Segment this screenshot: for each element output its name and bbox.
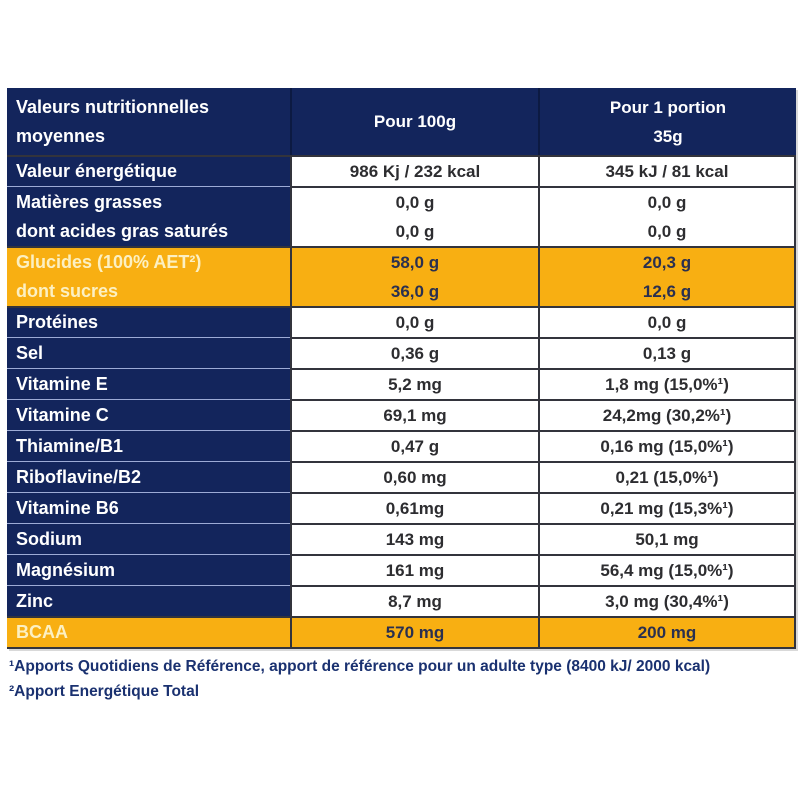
table-row: Valeur énergétique 986 Kj / 232 kcal 345 k… — [7, 155, 796, 186]
per-portion-cell: 200 mg — [538, 616, 796, 647]
per-portion-cell: 0,13 g — [538, 337, 796, 368]
per-100g-cell: 69,1 mg — [290, 399, 538, 430]
per-100g-cell: 0,36 g — [290, 337, 538, 368]
row-label-cell: Glucides (100% AET²) dont sucres — [7, 246, 290, 306]
per-portion-cell: 56,4 mg (15,0%¹) — [538, 554, 796, 585]
per-100g-cell: 58,0 g 36,0 g — [290, 246, 538, 306]
header-label-line2: moyennes — [16, 125, 106, 146]
per-100g-cell: 0,47 g — [290, 430, 538, 461]
header-cell-per-portion: Pour 1 portion 35g — [538, 88, 796, 155]
table-row: Zinc 8,7 mg 3,0 mg (30,4%¹) — [7, 585, 796, 616]
table-row: Riboflavine/B2 0,60 mg 0,21 (15,0%¹) — [7, 461, 796, 492]
row-label-cell: Vitamine B6 — [7, 492, 290, 523]
table-row: Glucides (100% AET²) dont sucres 58,0 g 36,… — [7, 246, 796, 306]
per-portion-cell: 0,0 g 0,0 g — [538, 186, 796, 246]
per-portion-cell: 3,0 mg (30,4%¹) — [538, 585, 796, 616]
table-row: Thiamine/B1 0,47 g 0,16 mg (15,0%¹) — [7, 430, 796, 461]
per-portion-cell: 0,16 mg (15,0%¹) — [538, 430, 796, 461]
per-100g-cell: 0,0 g — [290, 306, 538, 337]
per-100g-cell: 8,7 mg — [290, 585, 538, 616]
row-label-cell: Matières grasses dont acides gras saturés — [7, 186, 290, 246]
per-portion-cell: 20,3 g 12,6 g — [538, 246, 796, 306]
table-row: Magnésium 161 mg 56,4 mg (15,0%¹) — [7, 554, 796, 585]
row-label-cell: BCAA — [7, 616, 290, 647]
row-label-cell: Sel — [7, 337, 290, 368]
row-label-cell: Vitamine C — [7, 399, 290, 430]
table-row: Vitamine B6 0,61mg 0,21 mg (15,3%¹) — [7, 492, 796, 523]
footnote-total-energy: ²Apport Energétique Total — [9, 682, 200, 700]
per-100g-cell: 143 mg — [290, 523, 538, 554]
per-portion-cell: 24,2mg (30,2%¹) — [538, 399, 796, 430]
header-per-100g-label: Pour 100g — [373, 112, 457, 131]
nutrition-table: Valeurs nutritionnelles moyennes Pour 10… — [7, 88, 796, 647]
per-100g-cell: 570 mg — [290, 616, 538, 647]
per-100g-cell: 161 mg — [290, 554, 538, 585]
per-portion-cell: 345 kJ / 81 kcal — [538, 155, 796, 186]
table-row: Protéines 0,0 g 0,0 g — [7, 306, 796, 337]
table-row: Vitamine C 69,1 mg 24,2mg (30,2%¹) — [7, 399, 796, 430]
per-portion-cell: 1,8 mg (15,0%¹) — [538, 368, 796, 399]
per-portion-cell: 0,21 mg (15,3%¹) — [538, 492, 796, 523]
header-row: Valeurs nutritionnelles moyennes Pour 10… — [7, 88, 796, 155]
per-100g-cell: 0,60 mg — [290, 461, 538, 492]
table-row: Sel 0,36 g 0,13 g — [7, 337, 796, 368]
nutrition-table-container: Valeurs nutritionnelles moyennes Pour 10… — [7, 88, 796, 649]
table-row: BCAA 570 mg 200 mg — [7, 616, 796, 647]
table-row: Vitamine E 5,2 mg 1,8 mg (15,0%¹) — [7, 368, 796, 399]
row-label-cell: Magnésium — [7, 554, 290, 585]
header-per-portion-line1: Pour 1 portion — [609, 97, 727, 117]
row-label-cell: Protéines — [7, 306, 290, 337]
header-per-portion-line2: 35g — [653, 126, 683, 146]
nutrition-table-body: Valeur énergétique 986 Kj / 232 kcal 345 k… — [7, 155, 796, 647]
row-label-cell: Zinc — [7, 585, 290, 616]
row-label-cell: Riboflavine/B2 — [7, 461, 290, 492]
row-label-cell: Sodium — [7, 523, 290, 554]
table-row: Matières grasses dont acides gras saturés… — [7, 186, 796, 246]
header-cell-per-100g: Pour 100g — [290, 88, 538, 155]
footnote-daily-reference: ¹Apports Quotidiens de Référence, apport… — [9, 658, 711, 675]
row-label-cell: Vitamine E — [7, 368, 290, 399]
per-100g-cell: 5,2 mg — [290, 368, 538, 399]
per-portion-cell: 50,1 mg — [538, 523, 796, 554]
row-label-cell: Valeur énergétique — [7, 155, 290, 186]
header-cell-average-values: Valeurs nutritionnelles moyennes — [7, 88, 290, 155]
footnotes: ¹Apports Quotidiens de Référence, apport… — [9, 655, 789, 705]
row-label-cell: Thiamine/B1 — [7, 430, 290, 461]
table-row: Sodium 143 mg 50,1 mg — [7, 523, 796, 554]
per-100g-cell: 986 Kj / 232 kcal — [290, 155, 538, 186]
per-100g-cell: 0,61mg — [290, 492, 538, 523]
per-portion-cell: 0,21 (15,0%¹) — [538, 461, 796, 492]
nutrition-table-header: Valeurs nutritionnelles moyennes Pour 10… — [7, 88, 796, 155]
header-label-line1: Valeurs nutritionnelles — [16, 96, 210, 117]
per-portion-cell: 0,0 g — [538, 306, 796, 337]
per-100g-cell: 0,0 g 0,0 g — [290, 186, 538, 246]
